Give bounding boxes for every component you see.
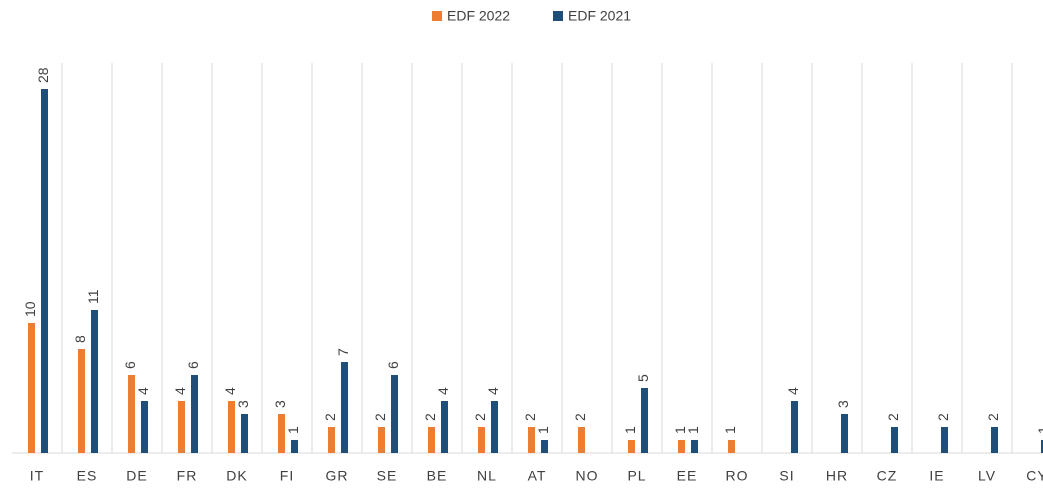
x-tick-label: PL [627,468,646,484]
value-label: 2 [522,413,538,421]
bar [378,427,385,453]
value-label: 4 [785,387,801,395]
x-tick-label: AT [528,468,547,484]
bar [841,414,848,453]
value-label: 6 [122,361,138,369]
bar [491,401,498,453]
bar [91,310,98,453]
value-label: 1 [622,426,638,434]
bar [41,89,48,453]
value-label: 3 [235,400,251,408]
value-label: 4 [485,387,501,395]
x-tick-label: NL [477,468,497,484]
bar [428,427,435,453]
value-label: 28 [35,67,51,83]
bar [78,349,85,453]
value-label: 1 [1035,426,1043,434]
value-label: 8 [72,335,88,343]
x-tick-label: SI [779,468,794,484]
bar [941,427,948,453]
bar [291,440,298,453]
x-tick-label: FI [280,468,294,484]
value-label: 2 [935,413,951,421]
value-label: 2 [472,413,488,421]
bar [391,375,398,453]
value-label: 4 [435,387,451,395]
x-tick-label: CY [1026,468,1043,484]
x-tick-label: HR [826,468,848,484]
bar [528,427,535,453]
value-label: 6 [385,361,401,369]
bar [1041,440,1043,453]
bar [728,440,735,453]
value-label: 2 [985,413,1001,421]
value-label: 6 [185,361,201,369]
value-label: 2 [422,413,438,421]
bar [628,440,635,453]
value-label: 10 [22,301,38,317]
x-tick-label: NO [576,468,599,484]
bar [691,440,698,453]
value-label: 4 [222,387,238,395]
value-label: 4 [172,387,188,395]
x-tick-label: RO [726,468,749,484]
x-tick-label: DE [126,468,147,484]
value-label: 3 [272,400,288,408]
bar [341,362,348,453]
x-tick-label: SE [377,468,398,484]
bar [128,375,135,453]
legend-label: EDF 2022 [447,8,510,24]
bar [678,440,685,453]
value-label: 1 [722,426,738,434]
x-tick-label: DK [226,468,247,484]
bar [578,427,585,453]
bar [278,414,285,453]
bar [991,427,998,453]
bar [441,401,448,453]
value-label: 1 [685,426,701,434]
value-label: 1 [285,426,301,434]
bar [641,388,648,453]
value-label: 2 [372,413,388,421]
legend-label: EDF 2021 [568,8,631,24]
x-tick-label: ES [77,468,98,484]
value-label: 2 [885,413,901,421]
value-label: 4 [135,387,151,395]
value-label: 2 [572,413,588,421]
x-tick-label: LV [978,468,996,484]
bar [478,427,485,453]
bar [178,401,185,453]
bar [541,440,548,453]
x-tick-label: FR [177,468,198,484]
bar [191,375,198,453]
value-label: 5 [635,374,651,382]
bar [891,427,898,453]
legend-swatch [432,11,442,21]
x-tick-label: EE [677,468,698,484]
bar [791,401,798,453]
value-label: 1 [672,426,688,434]
value-label: 2 [322,413,338,421]
x-tick-label: IT [30,468,44,484]
x-tick-label: IE [929,468,944,484]
legend-swatch [553,11,563,21]
x-tick-label: CZ [877,468,898,484]
bar [141,401,148,453]
x-tick-label: GR [326,468,349,484]
bar [28,323,35,453]
bar [241,414,248,453]
bar [328,427,335,453]
value-label: 7 [335,348,351,356]
value-label: 3 [835,400,851,408]
value-label: 1 [535,426,551,434]
x-tick-label: BE [427,468,448,484]
bar [228,401,235,453]
value-label: 11 [85,289,101,304]
